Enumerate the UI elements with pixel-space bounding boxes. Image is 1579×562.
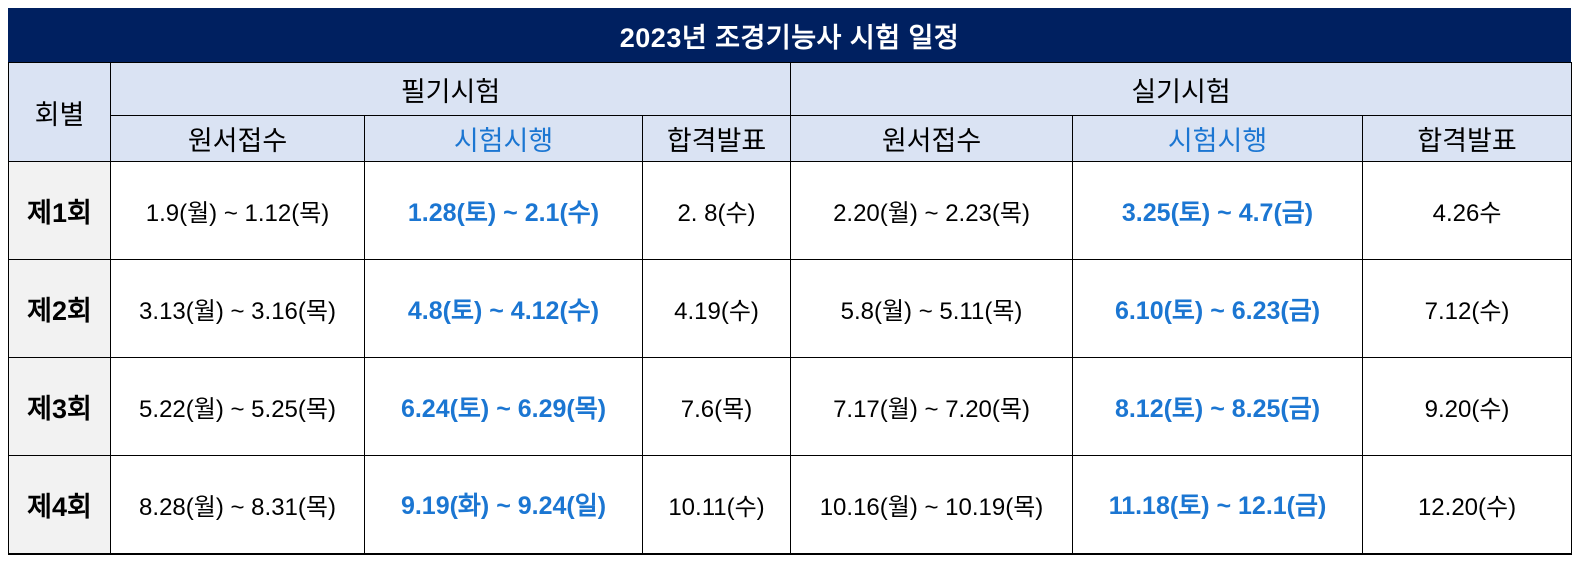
written-exam-dates: 1.28(토) ~ 2.1(수)	[364, 161, 643, 260]
practical-result-date: 4.26수	[1362, 161, 1573, 260]
written-result-date: 7.6(목)	[641, 357, 792, 456]
written-result-date: 4.19(수)	[641, 259, 792, 358]
written-result-date: 2. 8(수)	[641, 161, 792, 260]
practical-exam-dates: 3.25(토) ~ 4.7(금)	[1072, 161, 1364, 260]
practical-application-dates: 5.8(월) ~ 5.11(목)	[790, 259, 1074, 358]
written-application-dates: 1.9(월) ~ 1.12(목)	[110, 161, 365, 260]
col-header-written-result: 합격발표	[641, 115, 792, 162]
written-exam-dates: 9.19(화) ~ 9.24(일)	[364, 455, 643, 555]
col-header-written-application: 원서접수	[110, 115, 365, 162]
practical-exam-dates: 11.18(토) ~ 12.1(금)	[1072, 455, 1364, 555]
practical-application-dates: 7.17(월) ~ 7.20(목)	[790, 357, 1074, 456]
header-sub-row: 원서접수 시험시행 합격발표 원서접수 시험시행 합격발표	[9, 115, 1573, 162]
round-label: 제2회	[8, 259, 111, 358]
written-exam-dates: 4.8(토) ~ 4.12(수)	[364, 259, 643, 358]
round-label: 제1회	[8, 161, 111, 260]
written-exam-dates: 6.24(토) ~ 6.29(목)	[364, 357, 643, 456]
table-row-round-3: 제3회 5.22(월) ~ 5.25(목) 6.24(토) ~ 6.29(목) …	[8, 357, 1573, 456]
practical-result-date: 9.20(수)	[1362, 357, 1573, 456]
header-group-row: 회별 필기시험 실기시험	[8, 62, 1573, 162]
col-header-practical-result: 합격발표	[1362, 115, 1573, 162]
page-title: 2023년 조경기능사 시험 일정	[8, 8, 1571, 62]
round-label: 제3회	[8, 357, 111, 456]
col-header-practical-application: 원서접수	[790, 115, 1074, 162]
table-row-round-1: 제1회 1.9(월) ~ 1.12(목) 1.28(토) ~ 2.1(수) 2.…	[8, 161, 1573, 260]
written-application-dates: 5.22(월) ~ 5.25(목)	[110, 357, 365, 456]
col-header-written-exam: 시험시행	[364, 115, 643, 162]
written-application-dates: 3.13(월) ~ 3.16(목)	[110, 259, 365, 358]
exam-schedule-table: 회별 필기시험 실기시험 원서접수 시험시행 합격발표 원서접수 시험시행 합격…	[8, 62, 1573, 555]
col-header-practical-exam: 시험시행	[1072, 115, 1364, 162]
practical-exam-dates: 8.12(토) ~ 8.25(금)	[1072, 357, 1364, 456]
written-result-date: 10.11(수)	[641, 455, 792, 555]
practical-exam-dates: 6.10(토) ~ 6.23(금)	[1072, 259, 1364, 358]
table-row-round-4: 제4회 8.28(월) ~ 8.31(목) 9.19(화) ~ 9.24(일) …	[8, 455, 1573, 555]
practical-result-date: 12.20(수)	[1362, 455, 1573, 555]
practical-application-dates: 2.20(월) ~ 2.23(목)	[790, 161, 1074, 260]
col-header-round: 회별	[8, 62, 111, 162]
written-application-dates: 8.28(월) ~ 8.31(목)	[110, 455, 365, 555]
practical-application-dates: 10.16(월) ~ 10.19(목)	[790, 455, 1074, 555]
col-header-written-group: 필기시험	[109, 62, 792, 116]
practical-result-date: 7.12(수)	[1362, 259, 1573, 358]
round-label: 제4회	[8, 455, 111, 555]
table-row-round-2: 제2회 3.13(월) ~ 3.16(목) 4.8(토) ~ 4.12(수) 4…	[8, 259, 1573, 358]
col-header-practical-group: 실기시험	[790, 62, 1573, 116]
